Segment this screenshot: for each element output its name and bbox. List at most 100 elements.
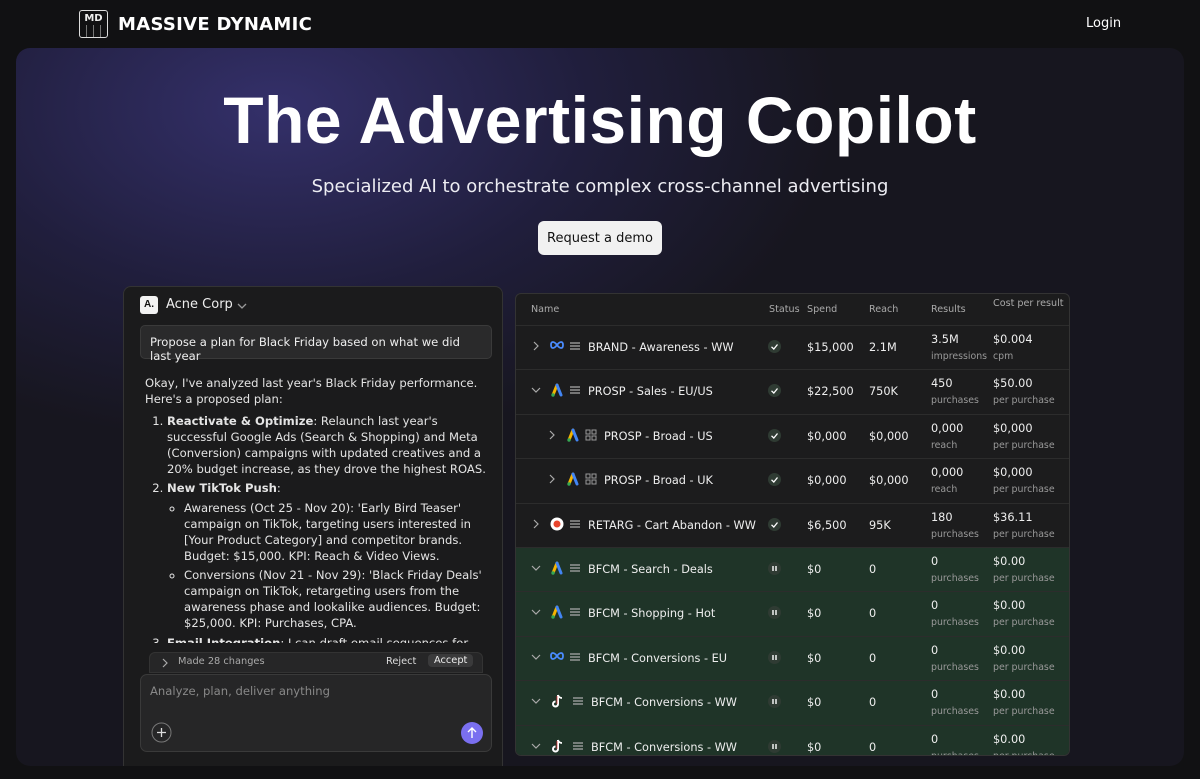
campaign-row[interactable]: RETARG - Cart Abandon - WW $6,500 95K 180 pu… (516, 502, 1069, 547)
column-header: Results (931, 304, 966, 315)
result: 0 (931, 732, 939, 746)
campaign-name: BFCM - Conversions - WW (591, 696, 737, 710)
result: 450 (931, 377, 953, 391)
result-unit: purchases (931, 617, 979, 629)
plan-subitem: Awareness (Oct 25 - Nov 20): 'Early Bird… (184, 500, 490, 564)
adset-icon (585, 429, 597, 441)
reach: 750K (869, 385, 898, 399)
spend: $0 (807, 563, 822, 576)
cost: $0.00 (993, 599, 1026, 613)
campaign-row[interactable]: PROSP - Broad - UK $0,000 $0,000 0,000 reach… (516, 458, 1069, 502)
campaign-name: BRAND - Awareness - WW (588, 341, 734, 354)
campaign-icon (570, 386, 580, 394)
campaign-row[interactable]: BFCM - Shopping - Hot $0 0 0 purchases $0.00 p… (516, 591, 1069, 636)
chat-input[interactable]: Analyze, plan, deliver anything (140, 674, 492, 752)
cost: $0.00 (993, 688, 1026, 702)
campaign-icon (573, 697, 583, 705)
column-header: Status (769, 304, 800, 315)
column-header: Spend (807, 304, 838, 315)
assistant-response: Okay, I've analyzed last year's Black Fr… (145, 375, 490, 643)
spend: $15,000 (807, 341, 854, 354)
reject-button[interactable]: Reject (386, 656, 417, 667)
platform-icon (552, 739, 563, 753)
workspace-name[interactable]: Acne Corp (166, 297, 233, 312)
expand-chevron[interactable] (531, 385, 541, 395)
brand[interactable]: MASSIVE DYNAMIC (118, 14, 313, 35)
reach: 0 (869, 651, 877, 665)
reach: 0 (869, 607, 877, 621)
spend: $6,500 (807, 518, 847, 532)
cost: $0,000 (993, 466, 1033, 480)
campaign-row[interactable]: BFCM - Conversions - WW $0 0 0 purchases $0.0… (516, 680, 1069, 725)
expand-chevron[interactable] (547, 474, 557, 484)
campaign-table: Name Status Spend Reach Results Cost per resu… (515, 293, 1070, 756)
cost-unit: per purchase (993, 395, 1055, 407)
result-unit: purchases (931, 661, 979, 673)
logo[interactable]: MD (79, 10, 108, 38)
platform-icon (551, 561, 563, 575)
spend: $0 (807, 696, 822, 710)
hero: The Advertising Copilot Specialized AI t… (16, 48, 1184, 766)
result-unit: purchases (931, 573, 979, 584)
accept-button[interactable]: Accept (428, 654, 474, 667)
result-unit: purchases (931, 395, 979, 407)
hero-title: The Advertising Copilot (223, 83, 977, 157)
campaign-row[interactable]: BFCM - Search - Deals $0 0 0 purchases $0.00 p… (516, 547, 1069, 592)
expand-chevron[interactable] (531, 341, 541, 351)
status-icon (768, 384, 781, 398)
spend: $0 (807, 740, 822, 754)
plan-item-title: Reactivate & Optimize (167, 414, 314, 428)
plan-item-text: : (276, 481, 281, 495)
spend: $0,000 (807, 429, 847, 443)
result: 0 (931, 643, 939, 657)
changes-bar: Made 28 changes Reject Accept (149, 652, 483, 673)
adset-icon (585, 473, 597, 485)
expand-chevron[interactable] (531, 563, 541, 573)
result: 0 (931, 688, 939, 702)
login-link[interactable]: Login (1086, 16, 1122, 31)
campaign-name: BFCM - Conversions - EU (588, 651, 728, 665)
input-placeholder: Analyze, plan, deliver anything (150, 684, 330, 698)
expand-chevron[interactable] (531, 696, 541, 706)
cost-unit: per purchase (993, 573, 1055, 584)
plan-item: Email Integration: I can draft email seq… (167, 635, 490, 643)
cost-unit: per purchase (993, 528, 1055, 540)
reach: 95K (869, 518, 891, 532)
expand-chevron[interactable] (531, 607, 541, 617)
expand-chevron[interactable] (531, 519, 541, 529)
cost: $0.00 (993, 732, 1026, 746)
campaign-row[interactable]: PROSP - Sales - EU/US $22,500 750K 450 purch… (516, 369, 1069, 413)
reach: 0 (869, 696, 877, 710)
add-button[interactable] (151, 722, 172, 743)
platform-icon (551, 383, 563, 398)
changes-chevron[interactable] (161, 658, 169, 668)
workspace-chevron[interactable] (237, 302, 247, 310)
status-icon (768, 606, 781, 620)
reach: $0,000 (869, 429, 909, 443)
cost: $0.00 (993, 643, 1026, 657)
expand-chevron[interactable] (531, 652, 541, 662)
campaign-row[interactable]: BFCM - Conversions - WW $0 0 0 purchases $0.0… (516, 724, 1069, 755)
campaign-row[interactable]: BFCM - Conversions - EU $0 0 0 purchases $0.0… (516, 635, 1069, 681)
cost-unit: per purchase (993, 751, 1055, 755)
result: 0,000 (931, 466, 964, 480)
campaign-name: PROSP - Broad - US (604, 429, 713, 443)
plan-item: Reactivate & Optimize: Relaunch last yea… (167, 413, 490, 477)
campaign-row[interactable]: PROSP - Broad - US $0,000 $0,000 0,000 reach… (516, 413, 1069, 458)
status-icon (768, 517, 781, 531)
expand-chevron[interactable] (531, 741, 541, 751)
spend: $0,000 (807, 474, 847, 488)
campaign-row[interactable]: BRAND - Awareness - WW $15,000 2.1M 3.5M imp… (516, 325, 1069, 369)
demo-button[interactable]: Request a demo (538, 221, 662, 255)
cost: $0.00 (993, 555, 1026, 568)
result-unit: impressions (931, 351, 988, 362)
reach: 2.1M (869, 341, 897, 354)
platform-icon (552, 694, 563, 708)
send-button[interactable] (461, 722, 483, 744)
result-unit: reach (931, 439, 958, 451)
expand-chevron[interactable] (547, 430, 557, 440)
column-header: Cost per result (993, 298, 1064, 309)
platform-icon (550, 341, 564, 349)
spend: $0 (807, 607, 822, 621)
